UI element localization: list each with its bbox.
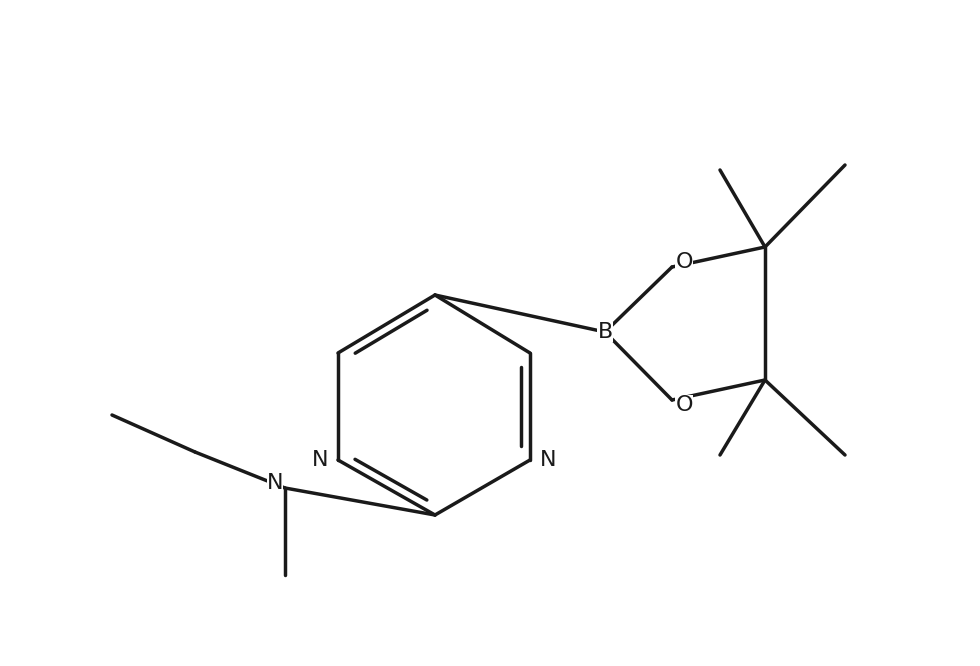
Text: O: O bbox=[675, 395, 693, 415]
Text: N: N bbox=[312, 450, 328, 470]
Text: B: B bbox=[598, 322, 612, 342]
Text: N: N bbox=[267, 473, 283, 493]
Text: N: N bbox=[540, 450, 557, 470]
Text: O: O bbox=[675, 252, 693, 272]
